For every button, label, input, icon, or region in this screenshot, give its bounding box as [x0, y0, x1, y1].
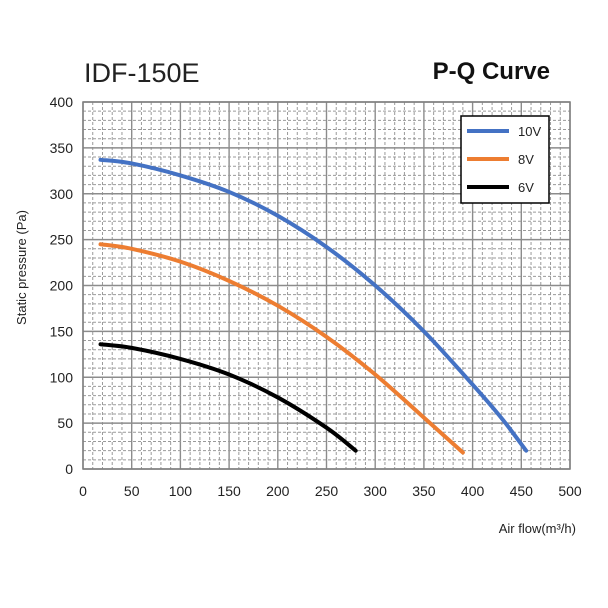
x-tick-label: 50: [124, 483, 140, 499]
x-tick-label: 0: [79, 483, 87, 499]
y-tick-label: 0: [65, 461, 73, 477]
chart-title: P-Q Curve: [432, 58, 550, 85]
y-tick-label: 150: [50, 323, 74, 339]
x-axis-label: Air flow(m³/h): [499, 521, 576, 536]
series-line-10V: [98, 157, 529, 453]
x-tick-label: 350: [412, 483, 436, 499]
x-tick-label: 450: [510, 483, 534, 499]
y-tick-label: 350: [50, 140, 74, 156]
x-tick-label: 100: [169, 483, 193, 499]
y-tick-label: 200: [50, 278, 74, 294]
y-tick-label: 250: [50, 232, 74, 248]
y-axis-label: Static pressure (Pa): [14, 210, 29, 325]
plot-frame: [82, 101, 571, 470]
y-tick-label: 400: [50, 94, 74, 110]
x-tick-label: 500: [558, 483, 582, 499]
y-tick-label: 50: [57, 415, 73, 431]
y-tick-label: 100: [50, 369, 74, 385]
legend-label-8V: 8V: [518, 152, 534, 167]
series-line-8V: [98, 242, 465, 455]
x-tick-label: 150: [217, 483, 241, 499]
series-line-6V: [98, 342, 358, 453]
x-tick-label: 400: [461, 483, 485, 499]
model-title: IDF-150E: [84, 58, 200, 88]
x-tick-label: 200: [266, 483, 290, 499]
x-tick-label: 300: [364, 483, 388, 499]
legend-label-10V: 10V: [518, 124, 541, 139]
x-tick-label: 250: [315, 483, 339, 499]
legend-label-6V: 6V: [518, 180, 534, 195]
y-tick-label: 300: [50, 186, 74, 202]
